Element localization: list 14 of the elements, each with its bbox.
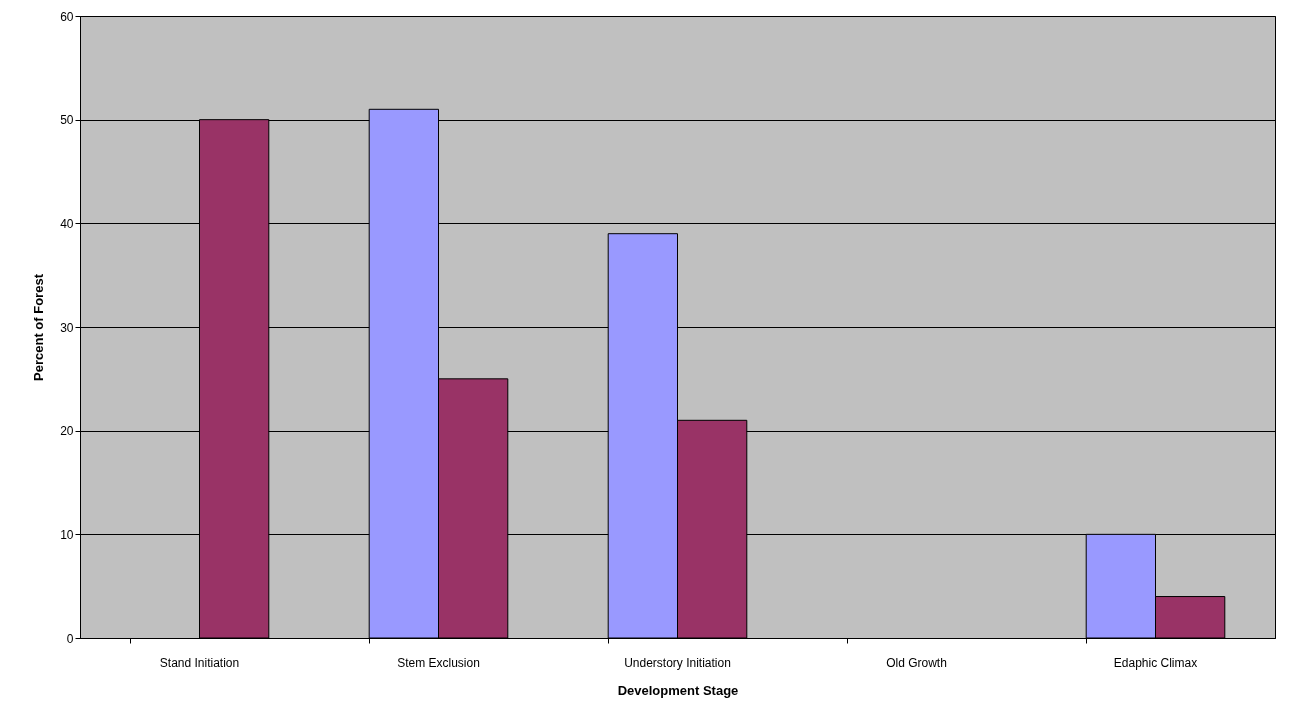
x-axis-title: Development Stage bbox=[617, 682, 739, 698]
y-tick-label: 30 bbox=[60, 320, 74, 335]
x-tick-label: Edaphic Climax bbox=[1113, 655, 1198, 670]
x-tick-label: Stem Exclusion bbox=[397, 655, 480, 670]
y-tick-label: 60 bbox=[60, 9, 74, 24]
y-axis-title: Percent of Forest bbox=[31, 273, 47, 381]
x-tick-label: Understory Initiation bbox=[624, 655, 731, 670]
x-tick-label: Old Growth bbox=[886, 655, 947, 670]
y-tick-label: 10 bbox=[60, 527, 74, 542]
y-tick-label: 50 bbox=[60, 113, 74, 128]
y-tick-label: 40 bbox=[60, 216, 74, 231]
x-tick-label: Stand Initiation bbox=[159, 655, 240, 670]
y-tick-label: 20 bbox=[60, 424, 74, 439]
y-tick-label: 0 bbox=[66, 631, 74, 646]
